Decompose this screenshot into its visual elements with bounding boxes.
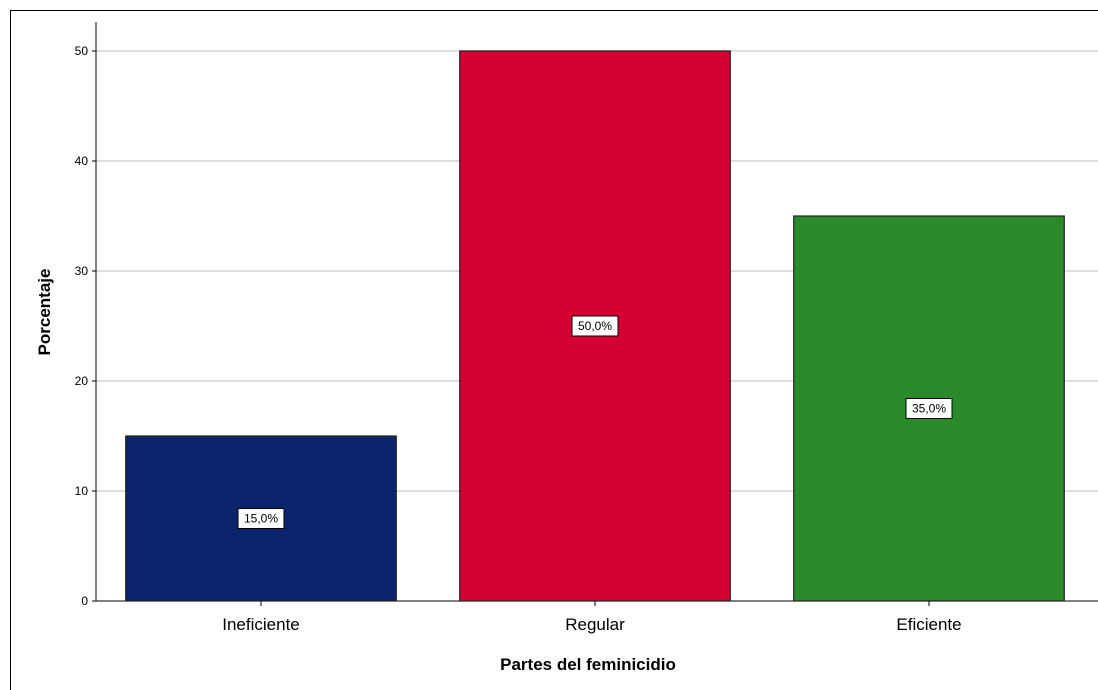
x-axis-title: Partes del feminicidio	[500, 655, 676, 674]
x-tick-labels: Ineficiente Regular Eficiente	[222, 601, 962, 634]
y-axis-title: Porcentaje	[35, 269, 54, 356]
chart-frame	[10, 10, 1098, 690]
x-tick-label: Eficiente	[896, 615, 961, 634]
data-label-box	[237, 508, 285, 529]
bars	[125, 50, 1065, 602]
y-tick-label: 0	[81, 594, 88, 608]
data-labels: 15,0% 50,0% 35,0%	[237, 315, 953, 529]
data-label: 35,0%	[912, 402, 946, 416]
data-label: 50,0%	[578, 319, 612, 333]
x-tick-label: Regular	[565, 615, 625, 634]
y-tick-label: 40	[75, 154, 89, 168]
y-tick-label: 30	[75, 264, 89, 278]
y-tick-label: 10	[75, 484, 89, 498]
data-label-box	[571, 315, 619, 337]
data-label-box	[905, 398, 953, 419]
y-ticks: 0 10 20 30 40 50	[75, 44, 96, 608]
x-tick-label: Ineficiente	[222, 615, 300, 634]
data-label: 15,0%	[244, 512, 278, 526]
y-tick-label: 20	[75, 374, 89, 388]
y-tick-label: 50	[75, 44, 89, 58]
